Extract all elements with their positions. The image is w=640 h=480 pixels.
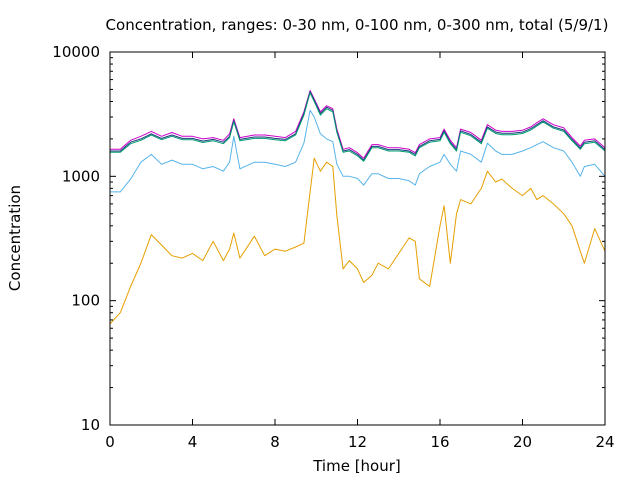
series-line-2 [110, 91, 606, 161]
x-axis-label: Time [hour] [312, 457, 401, 475]
y-tick-label: 10 [81, 416, 100, 434]
chart-title: Concentration, ranges: 0-30 nm, 0-100 nm… [106, 16, 609, 34]
tick-layer: 0 4 8 12 16 20 24 10 100 1000 10000 [52, 43, 614, 451]
y-tick-label: 1000 [62, 167, 100, 185]
series-line-5 [109, 157, 606, 325]
series-layer [109, 90, 606, 325]
x-tick-label: 20 [513, 433, 532, 451]
series-line-1 [110, 90, 606, 159]
x-tick-label: 24 [595, 433, 614, 451]
y-tick-label: 100 [71, 292, 100, 310]
y-tick-label: 10000 [52, 43, 100, 61]
series-line-4 [110, 109, 606, 193]
series-line-3 [110, 92, 606, 162]
x-tick-label: 0 [105, 433, 115, 451]
plot-frame [109, 51, 606, 426]
x-tick-label: 12 [348, 433, 367, 451]
y-axis-label: Concentration [6, 185, 24, 291]
x-tick-label: 4 [188, 433, 198, 451]
x-tick-label: 16 [430, 433, 449, 451]
x-tick-label: 8 [270, 433, 280, 451]
